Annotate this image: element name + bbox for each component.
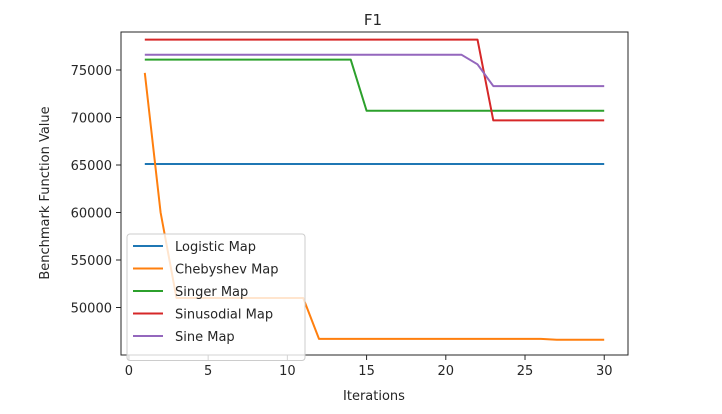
y-tick-label-4: 70000	[71, 112, 112, 127]
y-tick-label-0: 50000	[71, 302, 112, 317]
series-line-2	[144, 58, 605, 112]
x-tick-label-1: 5	[204, 364, 212, 379]
x-tick-label-5: 25	[517, 364, 534, 379]
x-axis-ticks: 0 5 10 15 20 25 30	[125, 355, 613, 379]
x-tick-label-2: 10	[279, 364, 296, 379]
legend-label-3: Sinusodial Map	[175, 308, 273, 323]
legend-box	[126, 233, 306, 361]
y-tick-label-2: 60000	[71, 207, 112, 222]
legend: Logistic Map Chebyshev Map Singer Map Sinus…	[126, 233, 306, 361]
y-tick-label-3: 65000	[71, 159, 112, 174]
series-line-3	[144, 38, 605, 122]
legend-label-4: Sine Map	[175, 330, 235, 345]
legend-label-0: Logistic Map	[175, 240, 256, 255]
x-tick-label-3: 15	[358, 364, 375, 379]
y-tick-label-1: 55000	[71, 254, 112, 269]
plot-frame	[120, 31, 629, 356]
chart-title: F1	[364, 11, 382, 29]
series-line-4	[144, 53, 605, 88]
y-axis-ticks: 50000 55000 60000 65000 70000 75000	[71, 64, 121, 317]
y-tick-label-5: 75000	[71, 64, 112, 79]
y-axis-label: Benchmark Function Value	[38, 106, 53, 279]
x-axis-label: Iterations	[343, 389, 405, 404]
legend-label-2: Singer Map	[175, 285, 248, 300]
x-tick-label-4: 20	[438, 364, 455, 379]
legend-label-1: Chebyshev Map	[175, 263, 279, 278]
x-tick-label-0: 0	[125, 364, 133, 379]
x-tick-label-6: 30	[596, 364, 613, 379]
